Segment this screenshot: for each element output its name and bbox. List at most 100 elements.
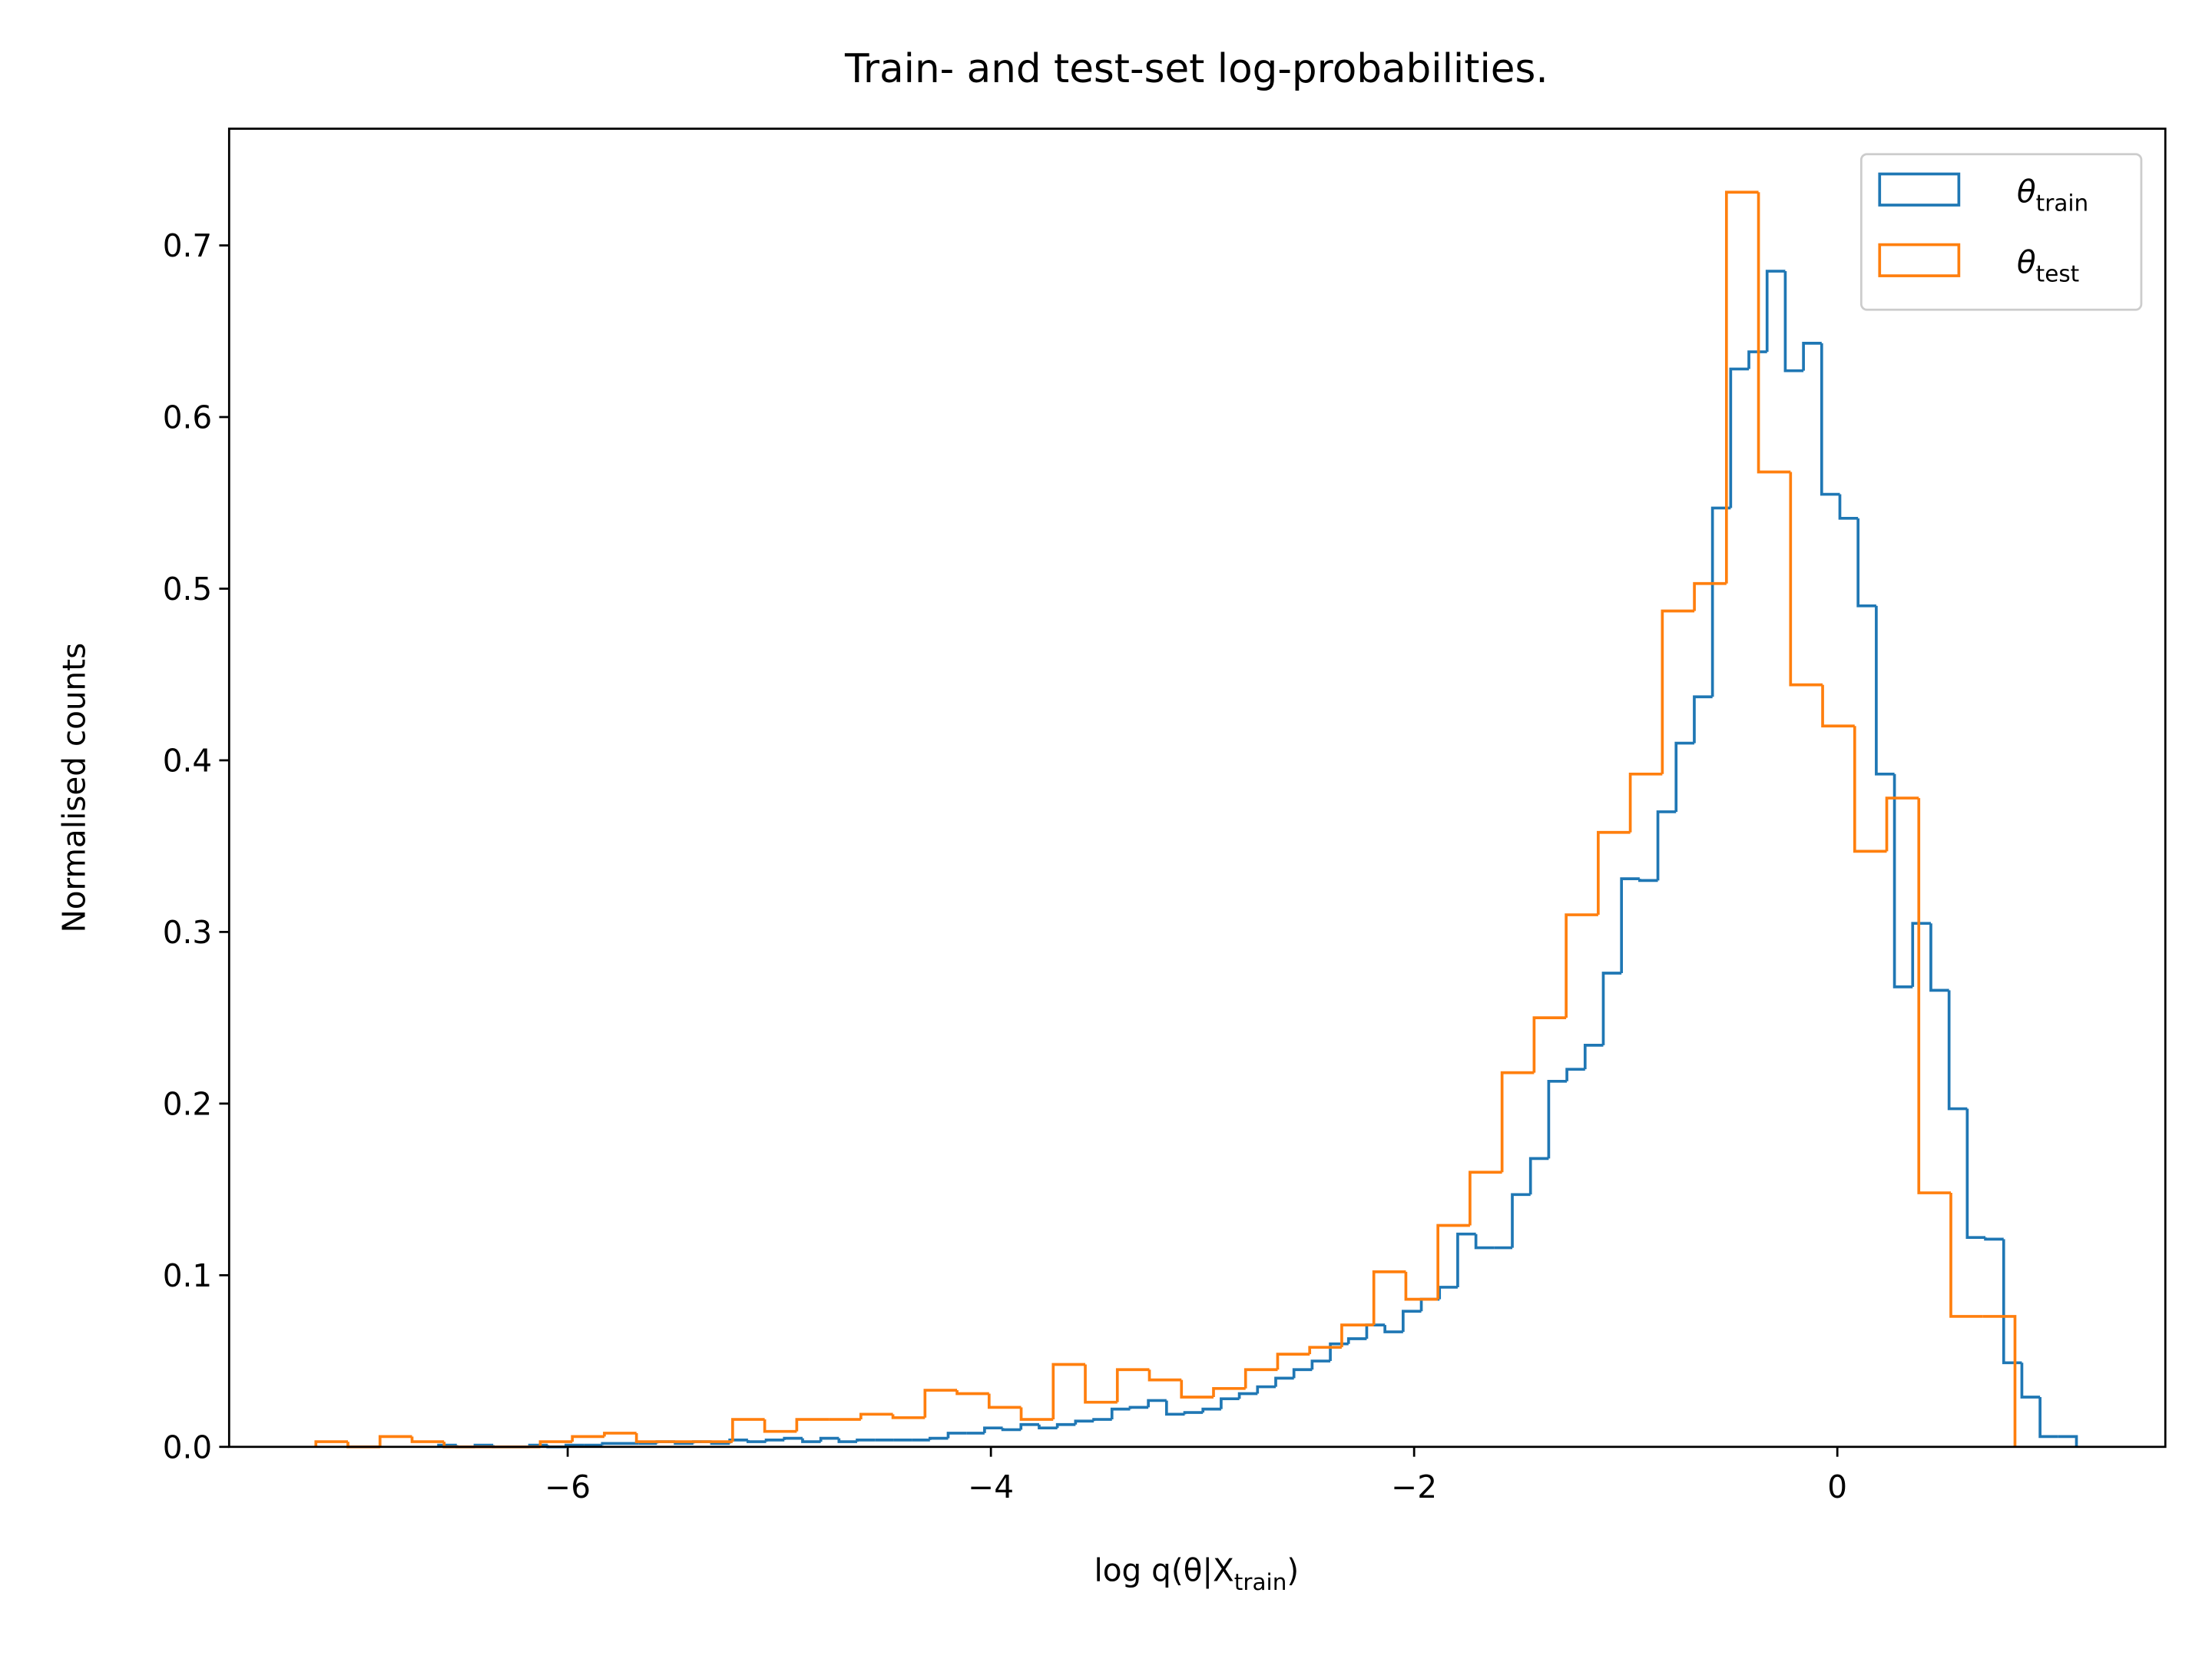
histogram-step <box>2058 1435 2078 1447</box>
histogram-step <box>983 1426 1003 1433</box>
histogram-step <box>1597 830 1631 916</box>
histogram-step <box>1201 1407 1221 1413</box>
histogram-step <box>1276 1353 1310 1370</box>
legend: θtrain θtest <box>1859 153 2143 311</box>
histogram-step <box>891 1414 926 1419</box>
histogram-step <box>1885 796 1919 852</box>
histogram-step <box>314 1440 349 1447</box>
x-label-end: ) <box>1286 1552 1299 1589</box>
histogram-step <box>410 1436 445 1443</box>
y-tick-label: 0.2 <box>163 1086 212 1123</box>
histogram-step <box>1183 1411 1204 1415</box>
histogram-step <box>1710 506 1731 697</box>
histogram-step <box>1947 990 1968 1111</box>
histogram-step <box>1875 605 1895 776</box>
histogram-step <box>1765 270 1786 353</box>
chart-title: Train- and test-set log-probabilities. <box>844 46 1548 92</box>
histogram-step <box>634 1432 669 1443</box>
histogram-step <box>1001 1428 1022 1432</box>
histogram-step <box>923 1389 958 1418</box>
y-tick-label: 0.0 <box>163 1429 212 1466</box>
histogram-step <box>1110 1407 1131 1420</box>
histogram-step <box>1724 190 1759 584</box>
y-tick-label: 0.7 <box>163 227 212 264</box>
histogram-step <box>1164 1400 1185 1416</box>
histogram-step <box>378 1435 412 1447</box>
histogram-step <box>1346 1337 1367 1344</box>
histogram-step <box>1821 684 1855 728</box>
histogram-step <box>763 1419 797 1433</box>
histogram-step <box>2038 1396 2058 1439</box>
legend-handle <box>1878 243 1961 277</box>
histogram-step <box>1436 1224 1470 1300</box>
histogram-step <box>1638 879 1658 882</box>
histogram-step <box>1237 1392 1258 1399</box>
histogram-step <box>1274 1376 1294 1387</box>
histogram-step <box>1892 773 1913 988</box>
histogram-step <box>1656 810 1677 881</box>
legend-handle <box>1878 172 1961 207</box>
histogram-step <box>1532 1016 1567 1073</box>
histogram-step <box>1128 1406 1149 1409</box>
histogram-step <box>801 1438 821 1443</box>
x-tick-label: 0 <box>1827 1469 1847 1505</box>
histogram-step <box>1456 1232 1476 1287</box>
histogram-step <box>1256 1385 1276 1394</box>
histogram-step <box>747 1439 767 1443</box>
histogram-step <box>1147 1399 1167 1408</box>
histogram-step <box>1547 1079 1568 1159</box>
histogram-step <box>1292 1368 1313 1379</box>
histogram-step <box>1528 1157 1549 1195</box>
x-axis-label: log q(θ|Xtrain) <box>1094 1552 1300 1595</box>
histogram-step <box>1628 772 1663 833</box>
histogram-step <box>1404 1271 1439 1301</box>
histogram-step <box>928 1436 949 1440</box>
histogram-step <box>1965 1108 1986 1239</box>
x-tick-label: −4 <box>968 1469 1014 1505</box>
histogram-step <box>1147 1369 1182 1382</box>
histogram-step <box>987 1393 1022 1409</box>
histogram-step <box>1982 1315 2017 1447</box>
histogram-step <box>1212 1386 1246 1397</box>
histogram-step <box>1789 472 1823 687</box>
histogram-step <box>1838 494 1859 520</box>
histogram-step <box>1917 798 1951 1194</box>
y-tick-label: 0.1 <box>163 1257 212 1294</box>
histogram-step <box>955 1390 989 1396</box>
y-tick-label: 0.3 <box>163 914 212 951</box>
histogram-step <box>603 1432 637 1437</box>
x-label-sub: train <box>1234 1569 1287 1595</box>
histogram-step <box>1661 609 1695 774</box>
histogram-step <box>538 1440 573 1447</box>
histogram-step <box>1019 1422 1039 1430</box>
histogram-step <box>1984 1237 2004 1241</box>
legend-symbol: θ <box>2017 243 2036 280</box>
histogram-step <box>1620 877 1640 974</box>
histogram-step <box>1038 1424 1058 1430</box>
x-tick-label: −6 <box>545 1469 591 1505</box>
histogram-step <box>1729 367 1750 508</box>
x-label-main: log q(θ|X <box>1094 1552 1234 1589</box>
histogram-step <box>1092 1418 1112 1422</box>
histogram-step <box>1747 350 1767 369</box>
histogram-step <box>1500 1071 1535 1173</box>
histogram-step <box>946 1432 967 1439</box>
histogram-step <box>783 1436 803 1440</box>
legend-label: θtest <box>2017 243 2079 286</box>
histogram-step <box>1601 972 1622 1045</box>
histogram-step <box>856 1439 876 1442</box>
histogram-step <box>571 1435 604 1442</box>
legend-subscript: test <box>2036 260 2080 286</box>
histogram-step <box>1853 726 1887 853</box>
histogram-step <box>1115 1368 1150 1402</box>
histogram-step <box>1565 1068 1585 1081</box>
histogram-step <box>1511 1193 1531 1248</box>
histogram-step <box>1469 1171 1502 1226</box>
histogram-step <box>1084 1364 1118 1404</box>
histogram-step <box>1856 518 1876 608</box>
legend-label: θtrain <box>2017 173 2088 216</box>
histogram-step <box>1308 1346 1342 1355</box>
histogram-step <box>2020 1363 2041 1399</box>
